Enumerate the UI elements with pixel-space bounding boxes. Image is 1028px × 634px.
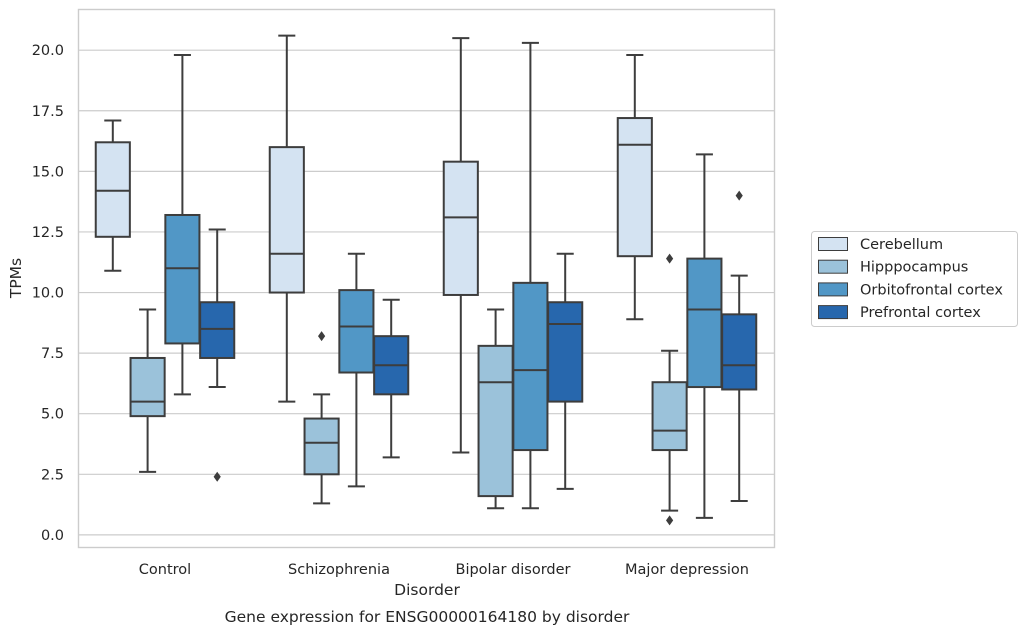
outlier-point [735, 190, 743, 201]
legend-label: Orbitofrontal cortex [860, 282, 1003, 298]
box-iqr [547, 301, 584, 403]
box-3-1 [373, 298, 410, 459]
box-iqr [94, 141, 131, 238]
x-tick-label: Major depression [625, 562, 749, 578]
box-1-0 [129, 308, 166, 473]
box-1-2 [477, 308, 514, 510]
y-tick-label: 15.0 [32, 164, 64, 180]
y-tick-label: 2.5 [41, 467, 64, 483]
box-2-1 [338, 252, 375, 488]
box-iqr [164, 213, 201, 345]
y-tick-label: 5.0 [41, 407, 64, 423]
y-tick-label: 17.5 [32, 104, 64, 120]
box-iqr [199, 301, 236, 359]
box-iqr [442, 160, 479, 296]
legend-swatch [818, 259, 848, 274]
box-1-3 [651, 253, 688, 526]
outlier-point [666, 253, 674, 264]
box-iqr [512, 281, 549, 452]
x-axis-label: Disorder [394, 581, 460, 599]
box-1-1 [303, 331, 340, 505]
x-tick-labels: Control Schizophrenia Bipolar disorder Majo… [139, 562, 749, 578]
box-3-0 [199, 228, 236, 482]
box-2-2 [512, 41, 549, 510]
legend-swatch [818, 282, 848, 297]
outlier-point [666, 515, 674, 526]
legend: Cerebellum Hipppocampus Orbitofrontal cort… [811, 231, 1018, 327]
chart-caption: Gene expression for ENSG00000164180 by d… [225, 608, 630, 626]
x-tick-label: Control [139, 562, 191, 578]
box-2-3 [686, 153, 723, 519]
legend-label: Prefrontal cortex [860, 305, 981, 321]
y-axis-label: TPMs [7, 258, 25, 299]
legend-swatch [818, 305, 848, 320]
legend-swatch [818, 237, 848, 251]
box-iqr [651, 381, 688, 452]
legend-label: Hipppocampus [860, 260, 968, 276]
box-2-0 [164, 54, 201, 396]
x-tick-label: Bipolar disorder [456, 562, 571, 578]
box-iqr [686, 257, 723, 389]
box-iqr [721, 313, 758, 391]
y-tick-label: 20.0 [32, 43, 64, 59]
legend-label: Cerebellum [860, 237, 943, 253]
y-tick-label: 0.0 [41, 528, 64, 544]
y-tick-label: 10.0 [32, 286, 64, 302]
box-0-2 [442, 37, 479, 454]
y-tick-labels: 0.0 2.5 5.0 7.5 10.0 12.5 15.0 17.5 20.0 [32, 43, 64, 544]
box-0-3 [616, 54, 653, 321]
box-iqr [616, 117, 653, 258]
y-tick-label: 7.5 [41, 346, 64, 362]
plot-frame [77, 8, 776, 549]
y-tick-label: 12.5 [32, 225, 64, 241]
box-0-0 [94, 119, 131, 272]
outlier-point [213, 471, 221, 482]
box-0-1 [268, 34, 305, 403]
x-tick-label: Schizophrenia [288, 562, 390, 578]
box-iqr [338, 289, 375, 374]
box-iqr [303, 417, 340, 476]
box-iqr [129, 356, 166, 418]
box-series-group [94, 34, 758, 526]
box-3-3 [721, 190, 758, 502]
box-iqr [477, 344, 514, 498]
box-3-2 [547, 252, 584, 490]
legend-frame [811, 231, 1018, 327]
outlier-point [318, 331, 326, 342]
box-iqr [268, 146, 305, 294]
